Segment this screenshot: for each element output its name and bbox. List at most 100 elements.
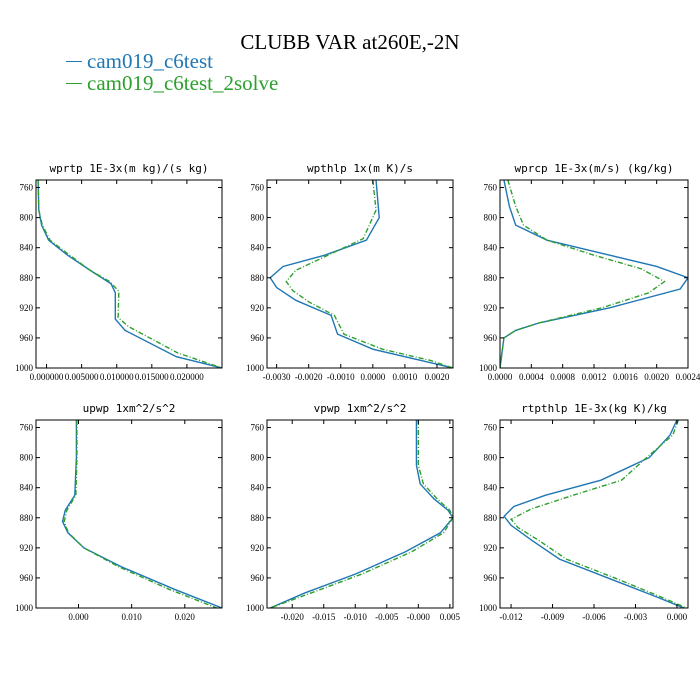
y-tick-label: 840: [20, 243, 34, 253]
series-line-2: [63, 420, 217, 608]
series-line-1: [503, 420, 685, 608]
x-tick-label: 0.0000: [488, 372, 513, 382]
panel-frame: [266, 179, 454, 369]
y-tick-label: 920: [20, 303, 34, 313]
series-line-2: [285, 180, 453, 368]
series-group: [37, 180, 222, 368]
y-tick-label: 760: [251, 423, 265, 433]
y-tick-label: 920: [251, 543, 265, 553]
y-tick-label: 1000: [246, 363, 265, 373]
panel-frame: [35, 179, 223, 369]
legend-entry-2: cam019_c6test_2solve: [66, 72, 278, 94]
legend-label-1: cam019_c6test: [87, 49, 213, 73]
y-tick-label: 800: [251, 453, 265, 463]
x-tick-label: 0.020000: [170, 372, 204, 382]
y-tick-label: 840: [251, 243, 265, 253]
y-tick-label: 920: [251, 303, 265, 313]
series-line-1: [37, 180, 222, 368]
y-tick-label: 840: [484, 243, 498, 253]
y-tick-label: 880: [484, 513, 498, 523]
x-tick-label: 0.0004: [519, 372, 544, 382]
x-tick-label: 0.0010: [393, 372, 418, 382]
x-tick-label: 0.015000: [135, 372, 169, 382]
x-tick-label: -0.0030: [263, 372, 291, 382]
x-tick-label: -0.012: [499, 612, 522, 622]
y-tick-label: 960: [20, 333, 34, 343]
panel-title: wprtp 1E-3x(m kg)/(s kg): [50, 162, 209, 175]
panel-frame: [499, 419, 689, 609]
panel-frame: [266, 419, 454, 609]
panel-frame: [35, 419, 223, 609]
series-group: [269, 180, 453, 368]
y-tick-label: 800: [484, 453, 498, 463]
x-tick-label: 0.010: [122, 612, 143, 622]
x-tick-label: 0.0016: [613, 372, 638, 382]
y-tick-label: 880: [20, 273, 34, 283]
x-tick-label: -0.015: [312, 612, 336, 622]
series-line-1: [500, 180, 688, 368]
panel-title: upwp 1xm^2/s^2: [83, 402, 176, 415]
series-line-2: [500, 180, 666, 368]
y-tick-label: 760: [251, 183, 265, 193]
panel-title: wprcp 1E-3x(m/s) (kg/kg): [515, 162, 674, 175]
panel-title: wpthlp 1x(m K)/s: [307, 162, 413, 175]
x-tick-label: -0.0020: [295, 372, 323, 382]
x-tick-label: -0.0010: [327, 372, 355, 382]
y-tick-label: 840: [251, 483, 265, 493]
x-tick-label: 0.000000: [30, 372, 64, 382]
y-tick-label: 760: [484, 423, 498, 433]
series-line-2: [37, 180, 222, 368]
series-group: [269, 420, 453, 608]
x-tick-label: -0.020: [281, 612, 305, 622]
y-tick-label: 760: [20, 183, 34, 193]
y-tick-label: 960: [251, 573, 265, 583]
series-group: [500, 180, 688, 368]
x-tick-label: 0.0000: [360, 372, 385, 382]
y-tick-label: 760: [484, 183, 498, 193]
x-tick-label: -0.000: [407, 612, 431, 622]
y-tick-label: 920: [484, 303, 498, 313]
panel-5: vpwp 1xm^2/s^2 760 800 840 880 920 960 1000 -0.0…: [246, 402, 460, 622]
y-tick-label: 880: [20, 513, 34, 523]
y-tick-label: 800: [20, 213, 34, 223]
y-tick-label: 880: [251, 273, 265, 283]
y-tick-label: 960: [251, 333, 265, 343]
x-tick-label: 0.005000: [65, 372, 99, 382]
y-tick-label: 1000: [15, 363, 34, 373]
series-line-1: [269, 180, 453, 368]
y-tick-label: 960: [484, 333, 498, 343]
legend-swatch-1: [66, 60, 82, 62]
x-tick-label: -0.010: [344, 612, 368, 622]
panel-frame: [499, 179, 689, 369]
x-tick-label: 0.0008: [550, 372, 575, 382]
panel-6: rtpthlp 1E-3x(kg K)/kg 760 800 840 880 920 960…: [479, 402, 689, 622]
series-line-2: [269, 420, 453, 608]
x-tick-label: 0.010000: [100, 372, 134, 382]
y-tick-label: 800: [251, 213, 265, 223]
y-tick-label: 960: [20, 573, 34, 583]
y-tick-label: 800: [20, 453, 34, 463]
series-group: [503, 420, 687, 608]
x-tick-label: 0.0020: [425, 372, 450, 382]
panel-2: wpthlp 1x(m K)/s7608008408809209601000-0…: [246, 162, 454, 382]
y-tick-label: 880: [484, 273, 498, 283]
x-tick-label: 0.0012: [582, 372, 607, 382]
y-tick-label: 840: [484, 483, 498, 493]
y-tick-label: 920: [484, 543, 498, 553]
x-tick-label: 0.000: [667, 612, 688, 622]
y-tick-label: 1000: [479, 603, 498, 613]
series-line-1: [269, 420, 453, 608]
series-line-1: [61, 420, 222, 608]
legend-swatch-2: [66, 82, 82, 84]
x-tick-label: 0.005: [440, 612, 461, 622]
panel-title: vpwp 1xm^2/s^2: [314, 402, 407, 415]
x-tick-label: -0.006: [582, 612, 606, 622]
y-tick-label: 840: [20, 483, 34, 493]
y-tick-label: 800: [484, 213, 498, 223]
x-tick-label: 0.0024: [676, 372, 700, 382]
y-tick-label: 1000: [246, 603, 265, 613]
series-group: [61, 420, 222, 608]
x-tick-label: -0.009: [541, 612, 565, 622]
y-tick-label: 920: [20, 543, 34, 553]
